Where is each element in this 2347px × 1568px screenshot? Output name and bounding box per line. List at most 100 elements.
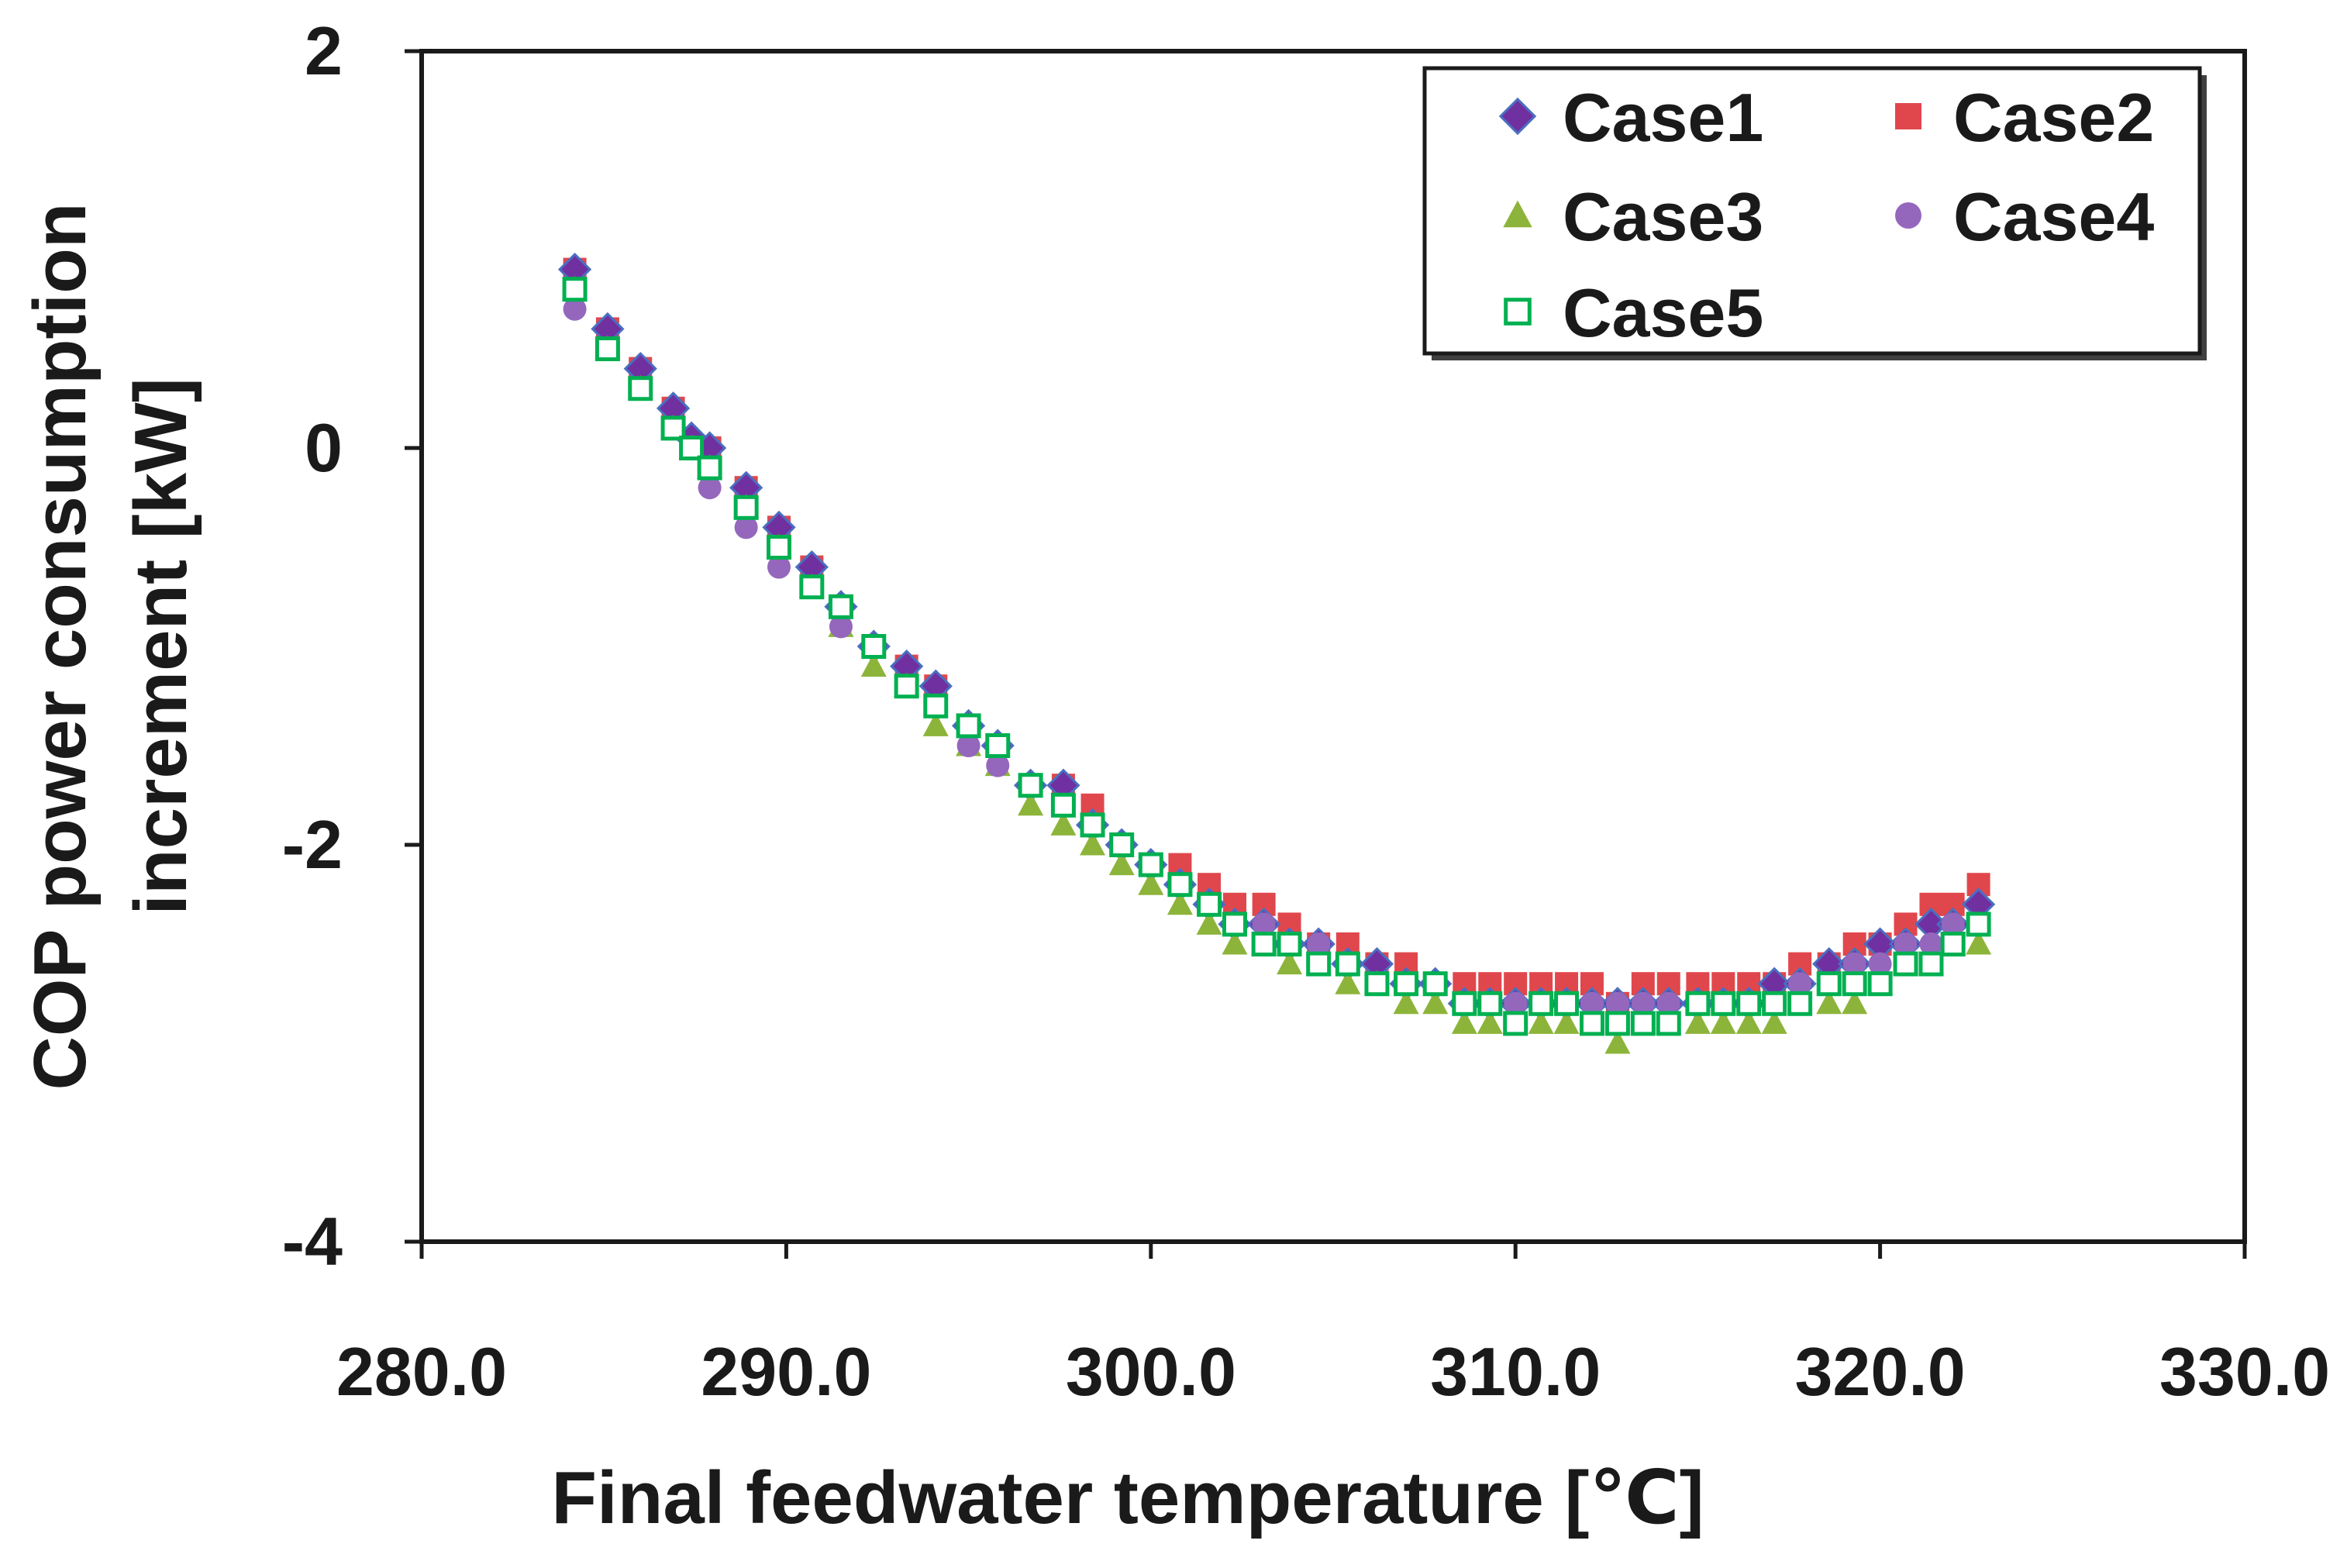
series-case5	[562, 277, 1991, 1036]
data-point-case5	[1762, 991, 1787, 1016]
data-point-case5	[1251, 932, 1277, 956]
legend-marker-case4	[1895, 202, 1921, 229]
legend-label-case5: Case5	[1563, 274, 1763, 351]
data-point-case5	[1940, 932, 1966, 956]
data-point-case3	[860, 653, 887, 677]
data-point-case5	[1277, 932, 1302, 956]
legend: Case1 Case2 Case3 Case4 Case5	[1422, 66, 2207, 360]
data-point-case5	[1966, 912, 1991, 937]
data-point-case5	[1630, 1011, 1656, 1036]
y-axis-label-line-1: COP power consumption	[19, 203, 102, 1091]
data-point-case5	[697, 455, 722, 481]
data-point-case5	[1867, 971, 1893, 997]
data-point-case3	[922, 712, 949, 736]
data-point-case3	[1167, 891, 1193, 915]
data-point-case3	[1451, 1010, 1477, 1034]
data-point-case3	[1604, 1029, 1631, 1054]
data-point-case4	[1252, 912, 1276, 936]
data-point-case3	[1222, 930, 1248, 955]
x-tick-label: 300.0	[1066, 1333, 1236, 1410]
data-point-case5	[1503, 1011, 1528, 1036]
data-point-case5	[595, 336, 620, 361]
data-point-case4	[1788, 972, 1812, 996]
data-point-case4	[1504, 991, 1528, 1015]
data-point-case5	[985, 733, 1011, 758]
legend-label-case3: Case3	[1563, 178, 1763, 255]
y-axis-label: COP power consumption increment [kW]	[19, 203, 202, 1091]
data-point-case3	[1393, 990, 1419, 1015]
data-point-case3	[1422, 990, 1449, 1015]
data-point-case5	[766, 535, 791, 560]
data-point-case5	[628, 376, 653, 401]
data-point-case5	[1477, 991, 1503, 1016]
data-point-case5	[1554, 991, 1580, 1016]
legend-marker-case5	[1504, 298, 1532, 326]
data-point-case3	[1050, 812, 1077, 836]
data-point-case3	[1477, 1010, 1503, 1034]
data-point-case4	[1894, 932, 1918, 956]
legend-marker-case3	[1503, 200, 1532, 228]
data-point-case5	[1893, 951, 1918, 977]
data-point-case4	[1580, 991, 1604, 1015]
y-tick-label: -2	[282, 806, 343, 883]
y-tick-label: 2	[305, 12, 343, 89]
data-point-case5	[733, 495, 759, 520]
data-point-case5	[1685, 991, 1711, 1016]
data-point-case5	[1222, 912, 1247, 937]
data-point-case3	[1710, 1010, 1736, 1034]
data-point-case5	[1197, 891, 1222, 917]
data-point-case3	[1335, 970, 1361, 994]
data-point-case5	[1306, 951, 1332, 977]
legend-label-case2: Case2	[1953, 79, 2154, 156]
data-point-case4	[1919, 932, 1943, 956]
data-point-case5	[1604, 1011, 1630, 1036]
data-point-case5	[1656, 1011, 1681, 1036]
data-point-case5	[894, 674, 919, 699]
data-point-case5	[799, 574, 825, 600]
data-point-case5	[1452, 991, 1477, 1016]
legend-label-case1: Case1	[1563, 79, 1763, 156]
data-point-case5	[1394, 971, 1419, 997]
x-tick-label: 330.0	[2159, 1333, 2330, 1410]
x-tick-label: 310.0	[1430, 1333, 1601, 1410]
data-point-case5	[861, 634, 887, 659]
data-point-case4	[1941, 912, 1965, 936]
data-point-case5	[1080, 812, 1105, 838]
data-point-case3	[1277, 950, 1303, 975]
x-tick-label: 290.0	[701, 1333, 871, 1410]
data-point-case3	[1080, 831, 1106, 856]
data-point-case3	[1196, 911, 1222, 935]
data-point-case5	[1528, 991, 1554, 1016]
data-point-case4	[1842, 952, 1866, 976]
y-tick-label: -4	[282, 1203, 343, 1280]
data-point-case5	[1335, 951, 1360, 977]
data-point-case3	[1108, 851, 1135, 876]
data-point-case3	[1684, 1010, 1711, 1034]
data-point-case5	[660, 415, 686, 441]
x-axis: 280.0 290.0 300.0 310.0 320.0 330.0	[336, 1242, 2330, 1410]
data-point-case3	[1138, 870, 1164, 895]
data-point-case4	[767, 555, 791, 579]
x-axis-label: Final feedwater temperature [℃]	[551, 1456, 1704, 1539]
data-point-case4	[986, 753, 1010, 777]
data-point-case5	[1579, 1011, 1604, 1036]
data-point-case4	[563, 297, 587, 321]
data-point-case4	[734, 515, 758, 539]
data-point-case5	[828, 594, 853, 619]
data-point-case5	[1842, 971, 1867, 997]
data-point-case3	[1761, 1010, 1787, 1034]
data-point-case5	[1711, 991, 1736, 1016]
data-point-case5	[1138, 852, 1163, 877]
data-point-case3	[1528, 1010, 1554, 1034]
data-point-case5	[1167, 872, 1193, 898]
data-point-case3	[1966, 930, 1992, 955]
legend-box	[1422, 66, 2202, 356]
x-tick-label: 320.0	[1794, 1333, 1965, 1410]
data-markers	[557, 252, 1996, 1054]
x-tick-label: 280.0	[336, 1333, 507, 1410]
data-point-case5	[1787, 991, 1813, 1016]
legend-label-case4: Case4	[1953, 178, 2154, 255]
data-point-case5	[562, 277, 588, 302]
y-axis: -4 -2 0 2	[282, 12, 422, 1280]
data-point-case4	[829, 615, 853, 639]
